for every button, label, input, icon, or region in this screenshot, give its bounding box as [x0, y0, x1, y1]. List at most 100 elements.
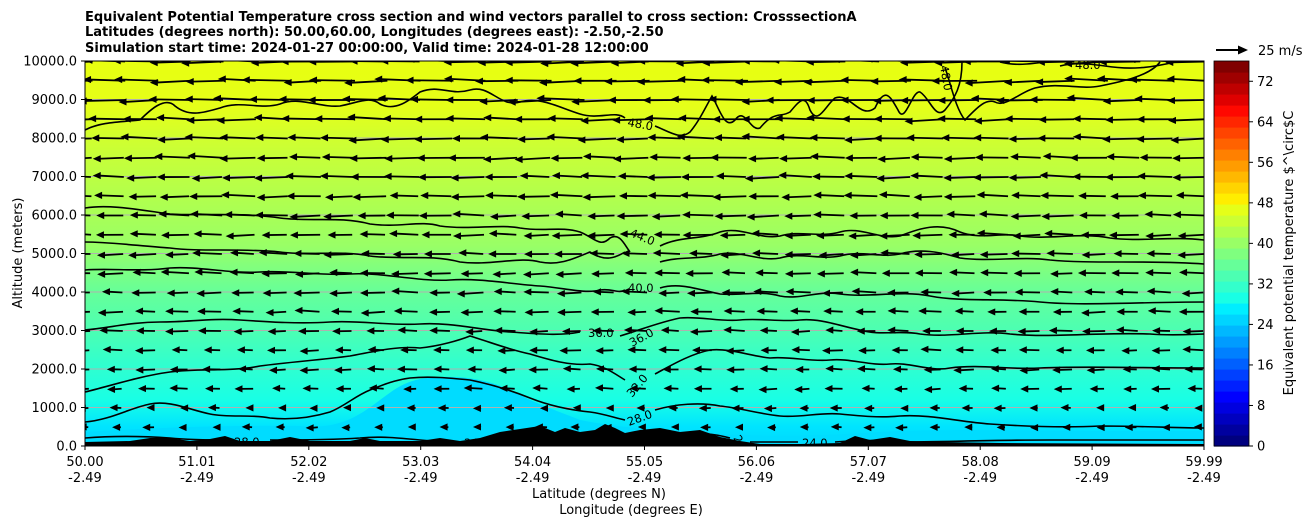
wind-vector — [534, 423, 548, 431]
wind-vector-shaft — [850, 175, 878, 178]
wind-vector-shaft — [227, 176, 256, 179]
wind-vector-head — [663, 384, 672, 392]
wind-vector-shaft — [399, 310, 418, 313]
wind-vector — [97, 270, 124, 278]
wind-vector-head — [1178, 308, 1187, 316]
wind-vector-head — [1121, 347, 1130, 355]
colorbar-label: Equivalent potential temperature $^\circ… — [1282, 111, 1297, 396]
wind-vector-head — [497, 347, 506, 355]
wind-vector — [825, 326, 843, 334]
wind-vector — [617, 172, 648, 180]
wind-vector — [813, 191, 845, 199]
wind-vector-shaft — [1025, 368, 1040, 372]
wind-vector-head — [383, 172, 392, 180]
wind-vector — [549, 191, 583, 199]
wind-vector-shaft — [829, 310, 843, 313]
wind-vector-shaft — [85, 156, 92, 160]
wind-vector-head — [594, 384, 603, 392]
wind-vector-head — [1072, 133, 1081, 141]
wind-vector — [720, 251, 746, 259]
wind-vector — [272, 384, 286, 392]
wind-vector-head — [359, 289, 368, 297]
wind-vector-shaft — [692, 291, 713, 295]
wind-vector-shaft — [1140, 97, 1173, 101]
wind-vector — [1078, 192, 1106, 200]
wind-vector-head — [668, 404, 677, 412]
wind-vector — [920, 345, 942, 353]
wind-vector — [225, 232, 255, 240]
wind-vector — [423, 270, 451, 278]
wind-vector-head — [421, 231, 430, 239]
wind-vector — [368, 384, 384, 392]
wind-vector — [132, 268, 156, 276]
wind-vector-head — [652, 249, 661, 257]
wind-vector-shaft — [456, 195, 485, 198]
wind-vector-head — [1018, 308, 1027, 316]
wind-vector-head — [751, 229, 760, 237]
wind-vector-shaft — [882, 176, 911, 180]
wind-vector-head — [834, 61, 840, 64]
wind-vector — [1089, 385, 1105, 393]
wind-vector-shaft — [335, 291, 352, 295]
wind-vector-head — [376, 404, 385, 412]
wind-vector-head — [610, 61, 619, 67]
colorbar-swatch — [1214, 248, 1249, 260]
wind-vector — [293, 249, 320, 258]
wind-vector — [385, 211, 419, 219]
wind-vector-head — [289, 153, 298, 161]
wind-vector — [906, 134, 944, 142]
wind-vector-head — [437, 404, 446, 412]
wind-vector-shaft — [1121, 328, 1138, 332]
wind-vector-head — [308, 61, 317, 66]
wind-vector-head — [844, 136, 853, 144]
wind-vector — [863, 424, 875, 432]
wind-vector-head — [275, 423, 284, 431]
wind-vector — [423, 250, 451, 258]
wind-vector-head — [465, 346, 474, 354]
wind-vector-head — [891, 346, 900, 354]
wind-vector — [856, 327, 876, 335]
wind-vector-shaft — [552, 136, 584, 140]
wind-vector-head — [976, 191, 985, 199]
wind-vector-head — [129, 230, 138, 238]
wind-vector-head — [858, 347, 867, 355]
wind-vector-head — [332, 327, 341, 335]
wind-vector-shaft — [1017, 194, 1041, 198]
wind-vector-head — [532, 384, 541, 392]
wind-vector-head — [123, 154, 132, 162]
wind-vector — [850, 251, 877, 259]
wind-vector-head — [549, 191, 558, 199]
wind-vector — [784, 232, 811, 240]
wind-vector-head — [528, 366, 537, 374]
wind-vector-shaft — [979, 136, 1009, 140]
wind-vector-head — [51, 77, 59, 84]
wind-vector-head — [323, 212, 332, 221]
wind-vector-shaft — [955, 271, 975, 275]
wind-vector — [1086, 346, 1105, 354]
wind-vector-head — [217, 75, 226, 83]
wind-vector-head — [305, 424, 314, 432]
wind-vector — [185, 78, 223, 86]
wind-vector-shaft — [819, 194, 845, 198]
wind-vector — [366, 365, 385, 373]
wind-vector — [92, 155, 124, 163]
wind-vector-head — [700, 423, 709, 432]
wind-vector-head — [1134, 95, 1143, 103]
wind-vector-head — [1002, 61, 1010, 65]
wind-vector-head — [1081, 309, 1090, 317]
wind-vector — [1038, 116, 1075, 124]
wind-vector-head — [1011, 191, 1020, 199]
wind-vector-head — [923, 366, 932, 374]
wind-vector-shaft — [295, 214, 321, 218]
x-tick-latitude: 59.99 — [1185, 455, 1222, 470]
wind-vector — [922, 327, 941, 335]
wind-vector-head — [914, 269, 923, 277]
wind-vector-shaft — [780, 117, 813, 121]
wind-vector-head — [1072, 173, 1081, 181]
wind-vector — [721, 268, 746, 277]
wind-vector-head — [505, 423, 514, 431]
x-tick-latitude: 53.03 — [402, 455, 439, 470]
wind-vector-head — [165, 251, 174, 259]
wind-vector — [794, 385, 810, 394]
wind-vector-head — [715, 172, 724, 180]
